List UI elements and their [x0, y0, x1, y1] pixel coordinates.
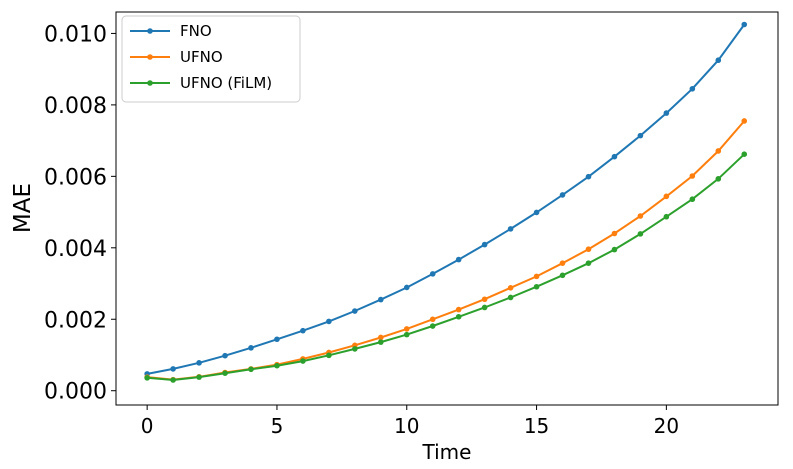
x-tick-label: 20	[654, 414, 679, 438]
data-point-fno	[196, 360, 202, 366]
legend-label: UFNO	[180, 48, 223, 66]
data-point-fno	[559, 192, 566, 198]
data-point-fno	[429, 271, 436, 277]
y-tick-label: 0.000	[44, 380, 107, 405]
data-point-ufno-film	[611, 246, 618, 253]
data-point-ufno-film	[378, 339, 384, 345]
legend-marker	[147, 28, 153, 34]
y-axis: 0.000 0.002 0.004 0.006 0.008 0.010	[44, 22, 116, 405]
data-point-fno	[637, 132, 644, 139]
x-tick-label: 15	[524, 414, 549, 438]
series-line-ufno-film	[147, 153, 745, 382]
data-point-ufno-film	[144, 375, 150, 381]
y-tick-label: 0.010	[44, 22, 107, 47]
data-point-ufno-film	[300, 358, 306, 364]
data-point-ufno-film	[715, 176, 722, 182]
data-point-ufno	[585, 246, 592, 253]
data-point-ufno-film	[196, 374, 202, 380]
data-point-ufno-film	[248, 366, 254, 373]
data-point-ufno-film	[429, 323, 436, 329]
data-point-fno	[274, 336, 280, 343]
data-point-fno	[585, 173, 592, 180]
data-point-ufno	[533, 273, 540, 280]
legend-marker	[147, 80, 153, 86]
data-point-fno	[222, 352, 228, 359]
legend-frame	[121, 15, 301, 103]
data-point-ufno	[663, 193, 670, 200]
x-axis: 0 5 10 15 20	[141, 405, 679, 438]
data-point-ufno	[455, 306, 462, 313]
data-point-fno	[326, 318, 332, 325]
data-point-ufno-film	[533, 283, 540, 290]
data-point-ufno-film	[559, 272, 566, 279]
series-fno	[144, 21, 748, 377]
data-point-ufno	[403, 326, 410, 332]
data-point-fno	[507, 226, 514, 232]
data-point-fno	[689, 86, 696, 92]
data-point-ufno	[378, 334, 384, 341]
data-point-fno	[378, 296, 384, 303]
data-point-ufno-film	[403, 331, 410, 338]
data-point-fno	[403, 284, 410, 291]
y-axis-title: MAE	[10, 183, 36, 233]
y-tick-label: 0.006	[44, 165, 107, 190]
data-point-ufno-film	[663, 213, 670, 220]
data-point-fno	[352, 308, 358, 314]
data-point-ufno	[429, 316, 436, 323]
data-point-ufno-film	[689, 196, 696, 203]
data-point-ufno-film	[481, 304, 488, 311]
data-point-ufno	[507, 285, 514, 291]
legend-entry-ufno-film: UFNO (FiLM)	[130, 74, 272, 92]
data-point-fno	[300, 327, 306, 334]
data-point-fno	[715, 57, 722, 64]
data-point-ufno	[715, 148, 722, 154]
y-tick-label: 0.008	[44, 94, 107, 119]
data-point-ufno	[611, 230, 618, 237]
data-point-fno	[455, 256, 462, 263]
data-point-fno	[663, 110, 670, 116]
data-point-ufno	[741, 118, 748, 124]
legend-entry-fno: FNO	[130, 22, 212, 40]
data-point-ufno-film	[352, 346, 358, 352]
data-point-ufno	[689, 173, 696, 179]
data-point-ufno-film	[326, 352, 332, 359]
data-point-fno	[170, 366, 176, 372]
data-point-fno	[248, 345, 254, 351]
legend-label: FNO	[180, 22, 212, 40]
data-point-fno	[611, 153, 618, 160]
data-point-ufno	[481, 296, 488, 303]
data-point-ufno-film	[637, 231, 644, 237]
legend: FNO UFNO UFNO (FiLM)	[121, 15, 301, 103]
data-point-ufno-film	[741, 151, 748, 157]
legend-marker	[147, 54, 153, 60]
legend-entry-ufno: UFNO	[130, 48, 223, 66]
legend-label: UFNO (FiLM)	[180, 74, 272, 92]
x-tick-label: 5	[271, 414, 284, 438]
data-point-ufno-film	[507, 294, 514, 301]
data-point-ufno-film	[455, 313, 462, 320]
data-point-fno	[481, 241, 488, 248]
series-ufno-film	[144, 151, 748, 383]
x-tick-label: 10	[394, 414, 419, 438]
data-point-ufno	[559, 260, 566, 266]
data-point-ufno	[637, 213, 644, 219]
x-tick-label: 0	[141, 414, 154, 438]
series-line-fno	[147, 23, 746, 375]
y-tick-label: 0.004	[44, 237, 107, 262]
data-point-fno	[741, 21, 748, 28]
y-tick-label: 0.002	[44, 308, 107, 333]
data-point-ufno-film	[170, 377, 176, 383]
data-point-ufno-film	[585, 260, 592, 266]
x-axis-title: Time	[422, 440, 472, 464]
data-point-fno	[533, 209, 540, 216]
series-layer	[144, 21, 748, 383]
data-point-ufno-film	[274, 362, 280, 369]
data-point-ufno-film	[222, 370, 228, 377]
